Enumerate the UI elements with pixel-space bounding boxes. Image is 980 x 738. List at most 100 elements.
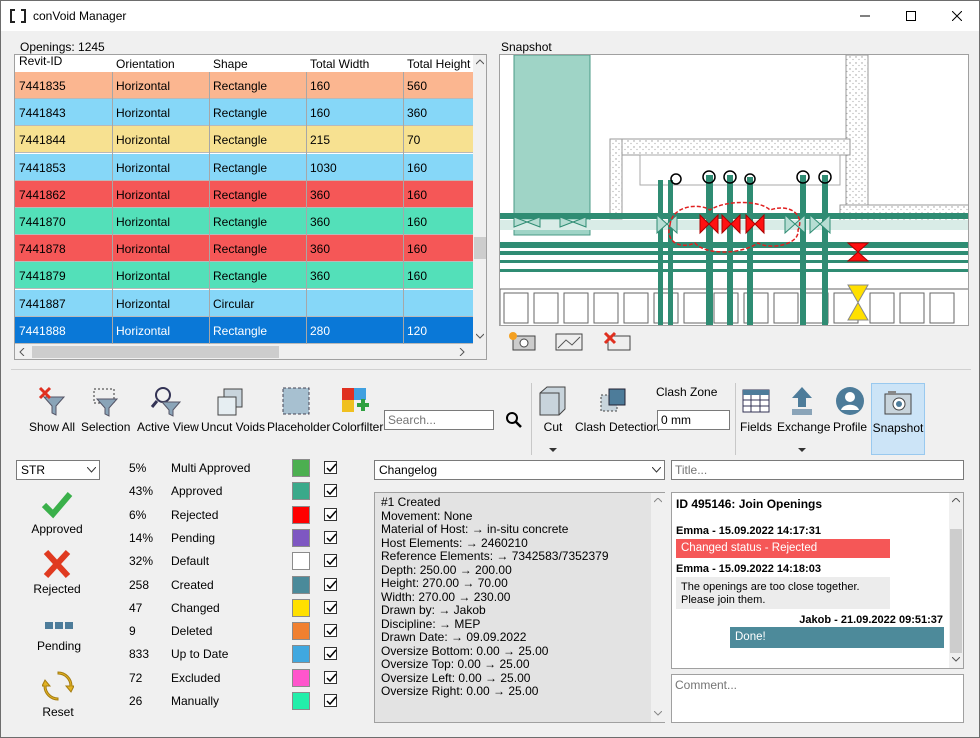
visibility-checkbox[interactable]: [324, 507, 337, 521]
visibility-checkbox[interactable]: [324, 600, 337, 614]
table-row[interactable]: 7441843 Horizontal Rectangle 160 360: [15, 99, 473, 127]
color-swatch[interactable]: [292, 552, 310, 571]
scroll-right-icon[interactable]: [459, 348, 465, 356]
visibility-checkbox[interactable]: [324, 530, 337, 544]
delete-snapshot-button[interactable]: [602, 331, 632, 351]
scroll-left-icon[interactable]: [19, 348, 25, 356]
table-row[interactable]: 7441862 Horizontal Rectangle 360 160: [15, 180, 473, 208]
checkmark-icon: [326, 673, 337, 682]
checkmark-icon: [326, 463, 337, 473]
table-row[interactable]: 7441844 Horizontal Rectangle 215 70: [15, 126, 473, 154]
chat-scrollbar[interactable]: [949, 493, 963, 668]
search-input[interactable]: [384, 410, 494, 430]
stat-label: Excluded: [171, 670, 221, 685]
pending-button[interactable]: Pending: [29, 616, 89, 653]
color-swatch[interactable]: [292, 575, 310, 594]
grid-vertical-scrollbar[interactable]: [473, 55, 486, 344]
scroll-down-icon[interactable]: [654, 711, 662, 716]
show-all-button[interactable]: Show All: [29, 385, 75, 434]
table-row[interactable]: 7441870 Horizontal Rectangle 360 160: [15, 208, 473, 235]
table-row[interactable]: 7441878 Horizontal Rectangle 360 160: [15, 235, 473, 263]
color-swatch[interactable]: [292, 692, 310, 710]
comment-input[interactable]: [671, 674, 964, 723]
colorfilter-button[interactable]: Colorfilter: [332, 385, 383, 434]
visibility-checkbox[interactable]: [324, 694, 337, 707]
message-author: Emma - 15.09.2022 14:18:03: [676, 563, 821, 575]
placeholder-button[interactable]: Placeholder: [267, 385, 331, 434]
color-swatch[interactable]: [292, 622, 310, 641]
delete-image-icon: [603, 331, 631, 351]
table-row[interactable]: 7441879 Horizontal Rectangle 360 160: [15, 262, 473, 290]
maximize-button[interactable]: [888, 1, 934, 31]
column-header-orientation[interactable]: Orientation: [116, 57, 175, 71]
table-row[interactable]: 7441835 Horizontal Rectangle 160 560: [15, 72, 473, 99]
color-swatch[interactable]: [292, 645, 310, 664]
column-header-total-width[interactable]: Total Width: [310, 57, 370, 71]
visibility-checkbox[interactable]: [324, 577, 337, 591]
placeholder-icon: [282, 387, 310, 415]
grid-horizontal-scrollbar[interactable]: [15, 344, 486, 359]
scroll-up-icon[interactable]: [476, 59, 484, 65]
vertical-scroll-thumb[interactable]: [474, 237, 486, 259]
visibility-checkbox[interactable]: [324, 624, 337, 638]
scroll-up-icon[interactable]: [952, 498, 960, 503]
color-swatch[interactable]: [292, 528, 310, 547]
column-header-total-height[interactable]: Total Height: [407, 57, 471, 71]
fields-button[interactable]: Fields: [739, 385, 773, 434]
cut-button[interactable]: Cut: [537, 385, 569, 456]
changelog-line: Oversize Top: 0.00 → 25.00: [381, 657, 530, 671]
color-swatch[interactable]: [292, 482, 310, 501]
column-header-revit-id[interactable]: Revit-ID: [19, 54, 63, 68]
table-row[interactable]: 7441853 Horizontal Rectangle 1030 160: [15, 153, 473, 181]
color-swatch[interactable]: [292, 459, 310, 477]
table-row[interactable]: 7441888 Horizontal Rectangle 280 120: [15, 316, 473, 344]
approved-button[interactable]: Approved: [27, 489, 87, 536]
visibility-checkbox[interactable]: [324, 554, 337, 568]
visibility-checkbox[interactable]: [324, 647, 337, 661]
placeholder-label: Placeholder: [267, 420, 331, 434]
selection-button[interactable]: Selection: [81, 385, 130, 434]
active-view-button[interactable]: Active View: [137, 385, 199, 434]
horizontal-scroll-thumb[interactable]: [32, 346, 279, 358]
profile-button[interactable]: Profile: [832, 385, 868, 434]
color-swatch[interactable]: [292, 505, 310, 524]
view-snapshot-button[interactable]: [554, 331, 584, 351]
visibility-checkbox[interactable]: [324, 484, 337, 498]
scroll-up-icon[interactable]: [654, 498, 662, 503]
scroll-down-icon[interactable]: [952, 657, 960, 662]
cell-total-width: 360: [310, 187, 331, 202]
discipline-dropdown[interactable]: STR: [16, 460, 100, 480]
checkmark-icon: [326, 696, 337, 706]
visibility-checkbox[interactable]: [324, 461, 337, 474]
reset-button[interactable]: Reset: [28, 670, 88, 719]
rejected-button[interactable]: Rejected: [27, 549, 87, 596]
visibility-checkbox[interactable]: [324, 670, 337, 684]
column-header-shape[interactable]: Shape: [213, 57, 248, 71]
stat-label: Deleted: [171, 624, 213, 639]
minimize-button[interactable]: [842, 1, 888, 31]
changelog-dropdown[interactable]: Changelog: [374, 460, 665, 480]
clash-detection-button[interactable]: Clash Detection: [575, 385, 660, 434]
stat-label: Pending: [171, 530, 216, 545]
clash-detection-icon: [600, 388, 626, 412]
color-swatch[interactable]: [292, 598, 310, 617]
camera-add-icon: [509, 332, 536, 351]
cell-revit-id: 7441862: [19, 187, 66, 202]
take-snapshot-button[interactable]: [508, 331, 538, 351]
title-bar: conVoid Manager: [1, 1, 979, 31]
color-swatch[interactable]: [292, 668, 310, 687]
chat-scroll-thumb[interactable]: [950, 529, 962, 653]
scroll-down-icon[interactable]: [476, 333, 484, 339]
search-icon[interactable]: [505, 411, 523, 429]
table-row[interactable]: 7441887 Horizontal Circular: [15, 289, 473, 317]
snapshot-toggle-button[interactable]: Snapshot: [871, 383, 925, 455]
close-button[interactable]: [934, 1, 980, 31]
cell-shape: Rectangle: [213, 160, 268, 175]
clash-zone-input[interactable]: [657, 410, 730, 430]
title-input[interactable]: [671, 460, 964, 480]
changelog-scrollbar[interactable]: [651, 493, 665, 722]
uncut-voids-button[interactable]: Uncut Voids: [201, 385, 265, 434]
image-icon: [555, 333, 583, 351]
exchange-button[interactable]: Exchange: [777, 385, 830, 456]
